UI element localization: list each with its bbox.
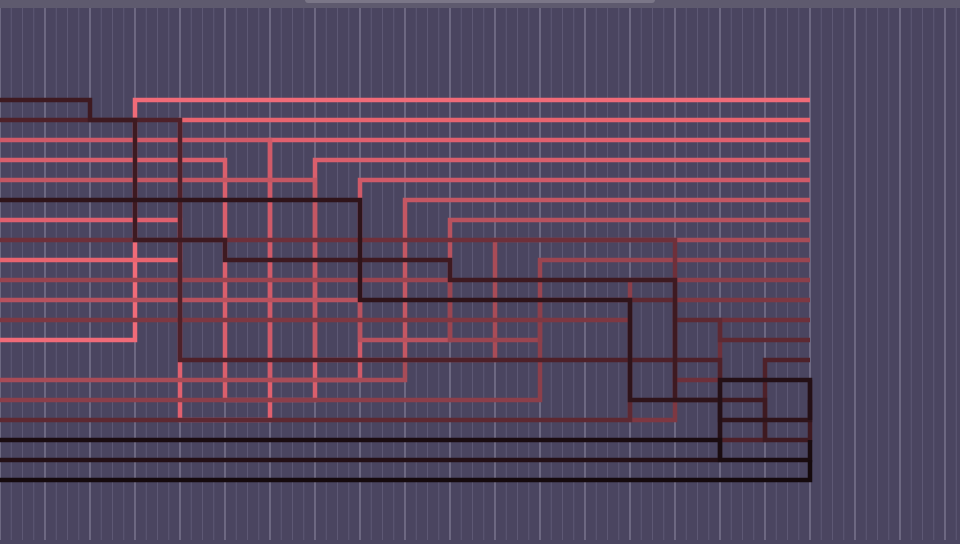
top-bar (0, 0, 960, 8)
item-path-3 (0, 157, 810, 403)
top-bar-tab[interactable] (305, 0, 655, 3)
item-path-1 (0, 117, 810, 263)
item-paths (0, 97, 813, 483)
item-path-4 (0, 137, 810, 383)
item-path-16 (0, 377, 813, 463)
item-path-6 (0, 217, 810, 343)
item-path-12 (0, 297, 810, 423)
item-path-18 (0, 460, 813, 483)
item-path-17 (0, 437, 813, 463)
item-path-2 (0, 137, 810, 423)
